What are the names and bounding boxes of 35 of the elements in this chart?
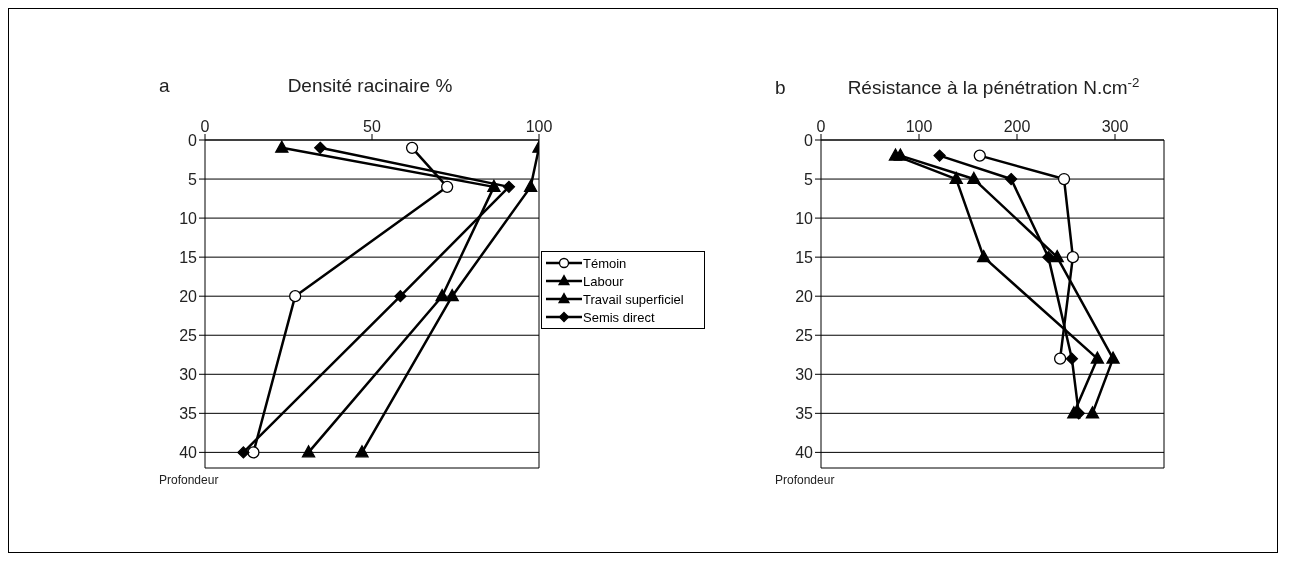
x-tick-label: 100 bbox=[525, 118, 553, 135]
y-tick-label: 10 bbox=[795, 209, 814, 227]
chart-title: b bbox=[775, 77, 787, 100]
y-tick-label: 20 bbox=[179, 287, 198, 305]
legend-label: Semis direct bbox=[583, 309, 655, 325]
x-tick-label: 0 bbox=[200, 118, 210, 135]
legend-label: Témoin bbox=[583, 255, 627, 271]
y-tick-label: 10 bbox=[179, 209, 198, 227]
y-tick-label: 25 bbox=[795, 326, 814, 344]
x-axis-title: Résistance à la pénétration N.cm$^{-2}$ bbox=[846, 75, 1141, 100]
y-tick-label: 40 bbox=[795, 444, 814, 462]
y-tick-label: 30 bbox=[795, 365, 814, 383]
legend-label: Travail superficiel bbox=[583, 291, 684, 307]
y-tick-label: 40 bbox=[179, 444, 198, 462]
y-tick-label: 5 bbox=[188, 170, 198, 188]
chart-title: a bbox=[159, 75, 171, 97]
y-tick-label: 0 bbox=[804, 131, 814, 149]
x-tick-label: 300 bbox=[1101, 118, 1129, 135]
y-tick-label: 20 bbox=[795, 287, 814, 305]
y-tick-label: 5 bbox=[804, 170, 814, 188]
y-tick-label: 15 bbox=[179, 248, 198, 266]
legend-label: Labour bbox=[583, 273, 624, 289]
y-axis-title: Profondeur bbox=[775, 473, 836, 487]
y-tick-label: 30 bbox=[179, 365, 198, 383]
x-tick-label: 0 bbox=[816, 118, 826, 135]
y-tick-label: 0 bbox=[188, 131, 198, 149]
y-axis-title: Profondeur bbox=[159, 473, 220, 487]
y-tick-label: 35 bbox=[795, 405, 814, 423]
y-tick-label: 35 bbox=[179, 405, 198, 423]
y-tick-label: 15 bbox=[795, 248, 814, 266]
x-tick-label: 200 bbox=[1003, 118, 1031, 135]
y-tick-label: 25 bbox=[179, 326, 198, 344]
x-tick-label: 50 bbox=[363, 118, 381, 135]
x-axis-title: Densité racinaire % bbox=[286, 75, 454, 97]
x-tick-label: 100 bbox=[905, 118, 933, 135]
